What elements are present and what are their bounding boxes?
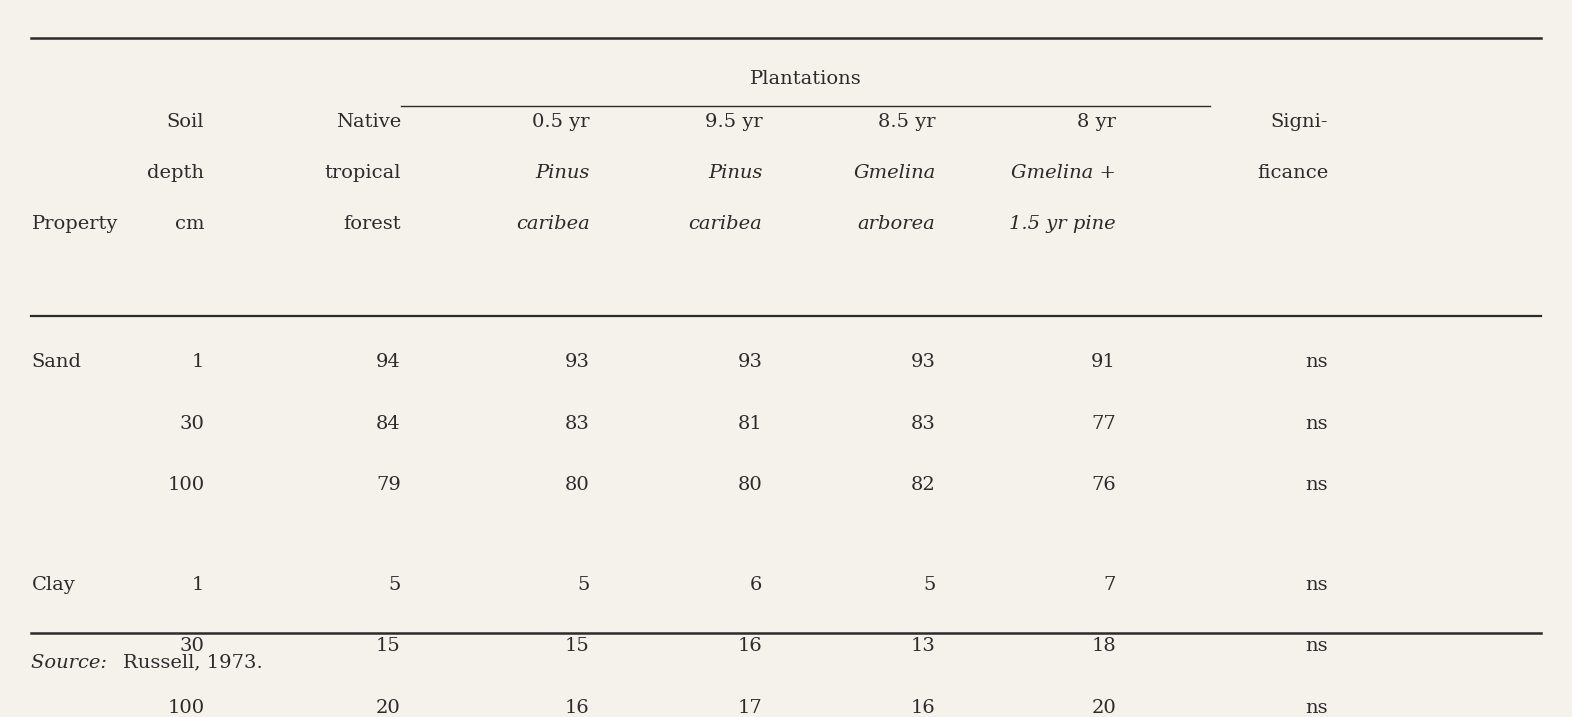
Text: 20: 20 xyxy=(376,699,401,717)
Text: Soil: Soil xyxy=(167,113,204,131)
Text: 80: 80 xyxy=(564,476,590,494)
Text: Gmelina: Gmelina xyxy=(854,164,935,182)
Text: Sand: Sand xyxy=(31,353,82,371)
Text: 80: 80 xyxy=(737,476,762,494)
Text: 8 yr: 8 yr xyxy=(1077,113,1116,131)
Text: 0.5 yr: 0.5 yr xyxy=(531,113,590,131)
Text: 9.5 yr: 9.5 yr xyxy=(704,113,762,131)
Text: tropical: tropical xyxy=(324,164,401,182)
Text: Property: Property xyxy=(31,215,118,233)
Text: 81: 81 xyxy=(737,414,762,432)
Text: ns: ns xyxy=(1306,637,1328,655)
Text: 91: 91 xyxy=(1091,353,1116,371)
Text: forest: forest xyxy=(343,215,401,233)
Text: 76: 76 xyxy=(1091,476,1116,494)
Text: 1: 1 xyxy=(192,576,204,594)
Text: ficance: ficance xyxy=(1258,164,1328,182)
Text: 100: 100 xyxy=(167,699,204,717)
Text: 6: 6 xyxy=(750,576,762,594)
Text: 84: 84 xyxy=(376,414,401,432)
Text: 94: 94 xyxy=(376,353,401,371)
Text: Source:: Source: xyxy=(31,654,113,672)
Text: Native: Native xyxy=(335,113,401,131)
Text: 5: 5 xyxy=(388,576,401,594)
Text: 8.5 yr: 8.5 yr xyxy=(877,113,935,131)
Text: Clay: Clay xyxy=(31,576,75,594)
Text: ns: ns xyxy=(1306,476,1328,494)
Text: Pinus: Pinus xyxy=(534,164,590,182)
Text: cm: cm xyxy=(174,215,204,233)
Text: 93: 93 xyxy=(564,353,590,371)
Text: Russell, 1973.: Russell, 1973. xyxy=(123,654,263,672)
Text: 17: 17 xyxy=(737,699,762,717)
Text: arborea: arborea xyxy=(858,215,935,233)
Text: 18: 18 xyxy=(1091,637,1116,655)
Text: caribea: caribea xyxy=(516,215,590,233)
Text: Signi-: Signi- xyxy=(1270,113,1328,131)
Text: 1: 1 xyxy=(192,353,204,371)
Text: 13: 13 xyxy=(910,637,935,655)
Text: Pinus: Pinus xyxy=(707,164,762,182)
Text: ns: ns xyxy=(1306,414,1328,432)
Text: 15: 15 xyxy=(564,637,590,655)
Text: depth: depth xyxy=(148,164,204,182)
Text: 1.5 yr pine: 1.5 yr pine xyxy=(1009,215,1116,233)
Text: Gmelina +: Gmelina + xyxy=(1011,164,1116,182)
Text: 16: 16 xyxy=(737,637,762,655)
Text: 83: 83 xyxy=(564,414,590,432)
Text: 93: 93 xyxy=(910,353,935,371)
Text: 5: 5 xyxy=(923,576,935,594)
Text: 15: 15 xyxy=(376,637,401,655)
Text: caribea: caribea xyxy=(689,215,762,233)
Text: 100: 100 xyxy=(167,476,204,494)
Text: ns: ns xyxy=(1306,353,1328,371)
Text: ns: ns xyxy=(1306,576,1328,594)
Text: ns: ns xyxy=(1306,699,1328,717)
Text: 5: 5 xyxy=(577,576,590,594)
Text: 30: 30 xyxy=(179,637,204,655)
Text: 16: 16 xyxy=(910,699,935,717)
Text: 93: 93 xyxy=(737,353,762,371)
Text: 7: 7 xyxy=(1104,576,1116,594)
Text: 20: 20 xyxy=(1091,699,1116,717)
Text: 82: 82 xyxy=(910,476,935,494)
Text: 79: 79 xyxy=(376,476,401,494)
Text: 83: 83 xyxy=(910,414,935,432)
Text: Plantations: Plantations xyxy=(750,70,861,88)
Text: 16: 16 xyxy=(564,699,590,717)
Text: 77: 77 xyxy=(1091,414,1116,432)
Text: 30: 30 xyxy=(179,414,204,432)
